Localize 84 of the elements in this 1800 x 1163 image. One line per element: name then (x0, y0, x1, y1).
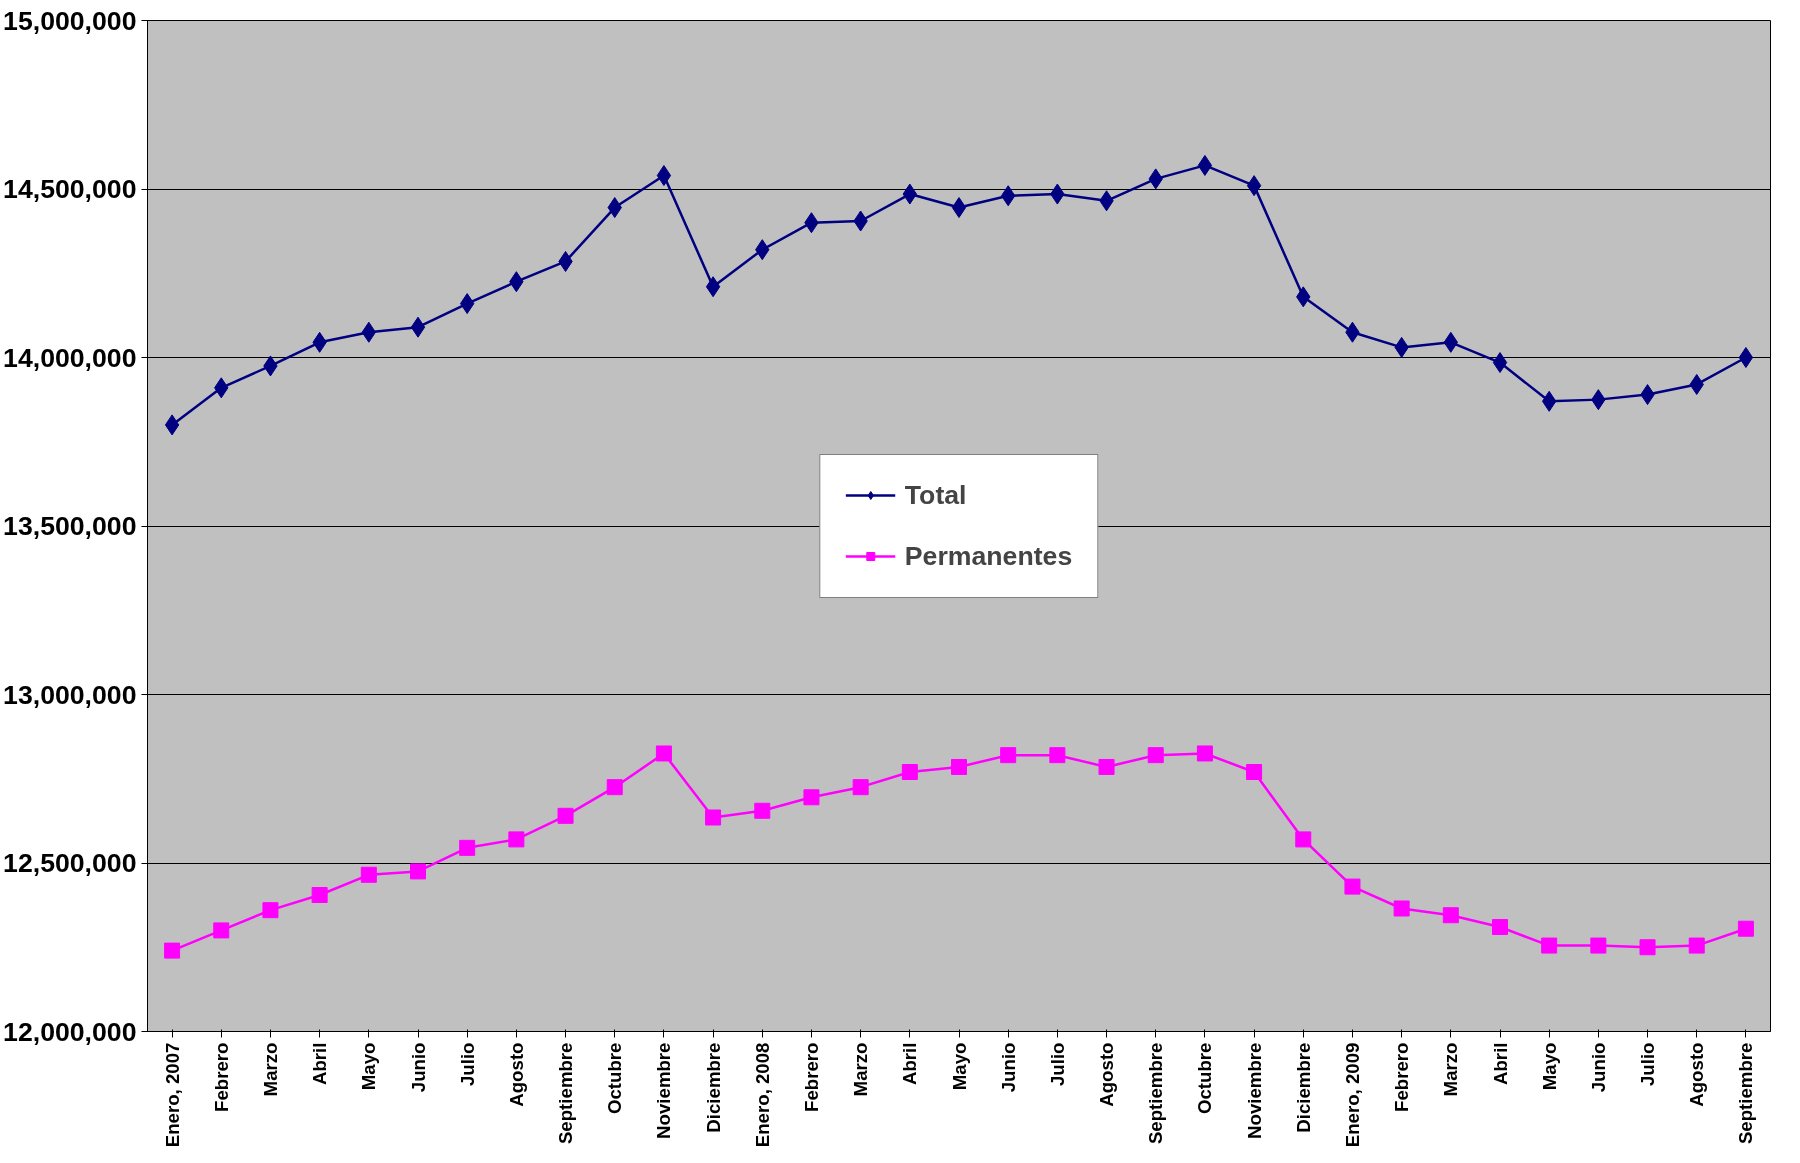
x-tick-label: Octubre (604, 1042, 626, 1115)
point (1737, 920, 1754, 937)
y-tick-label: 14,500,000 (3, 174, 137, 204)
x-tick-label: Diciembre (702, 1042, 724, 1133)
point (1295, 831, 1312, 848)
point (1541, 937, 1558, 954)
x-tick-label: Marzo (850, 1042, 872, 1097)
point (1098, 758, 1115, 775)
point (901, 764, 918, 781)
point (1639, 939, 1656, 956)
x-tick-label: Mayo (358, 1042, 380, 1091)
point (1442, 907, 1459, 924)
point (1590, 937, 1607, 954)
x-tick-label: Noviembre (1243, 1042, 1265, 1139)
point (951, 758, 967, 775)
point (1738, 347, 1754, 368)
point (1246, 175, 1262, 197)
legend-label: Total (904, 479, 967, 511)
x-tick-label: Agosto (505, 1042, 527, 1107)
x-tick-label: Febrero (1391, 1042, 1413, 1112)
point (164, 942, 181, 959)
x-tick-label: Julio (1637, 1042, 1659, 1087)
point (1147, 747, 1164, 764)
point (410, 316, 426, 338)
point (459, 839, 476, 856)
y-tick-label: 13,500,000 (3, 511, 137, 541)
y-tick-label: 12,500,000 (3, 848, 137, 878)
point (360, 866, 377, 883)
x-tick-label: Marzo (1440, 1042, 1462, 1097)
x-tick-label: Enero, 2007 (161, 1042, 183, 1148)
point (1344, 878, 1361, 895)
point (1197, 154, 1213, 176)
x-tick-label: Enero, 2008 (751, 1042, 773, 1148)
legend-label: Permanentes (904, 540, 1073, 572)
point (213, 922, 230, 939)
point (410, 863, 426, 880)
x-tick-label: Abril (899, 1042, 921, 1085)
point (705, 276, 721, 298)
x-tick-label: Septiembre (1145, 1042, 1167, 1145)
point (1196, 745, 1213, 762)
point (311, 887, 328, 904)
x-tick-label: Noviembre (653, 1042, 675, 1139)
point (262, 902, 279, 919)
x-tick-label: Enero, 2009 (1341, 1042, 1363, 1148)
point (754, 802, 771, 819)
point (508, 831, 525, 848)
point (852, 779, 869, 796)
point (705, 809, 722, 826)
point (951, 197, 967, 219)
y-tick-label: 14,000,000 (3, 342, 137, 373)
x-tick-label: Febrero (210, 1042, 232, 1112)
y-tick-label: 15,000,000 (3, 5, 137, 36)
point (656, 165, 672, 187)
point (1000, 747, 1017, 764)
point (557, 807, 574, 824)
y-tick-label: 12,000,000 (3, 1016, 137, 1047)
x-tick-label: Junio (1587, 1042, 1609, 1093)
x-tick-label: Agosto (1096, 1042, 1118, 1107)
point (164, 414, 180, 436)
x-tick-label: Diciembre (1292, 1042, 1314, 1133)
x-tick-label: Julio (1046, 1042, 1068, 1087)
point (606, 779, 623, 796)
x-tick-label: Abril (1489, 1042, 1511, 1085)
x-tick-label: Septiembre (1735, 1042, 1757, 1145)
y-tick-label: 13,000,000 (3, 679, 137, 710)
point (1688, 937, 1705, 954)
point (1049, 747, 1066, 764)
x-tick-label: Junio (407, 1042, 429, 1093)
x-tick-label: Febrero (800, 1042, 822, 1112)
point (1492, 919, 1508, 936)
x-tick-label: Octubre (1194, 1042, 1216, 1115)
x-tick-label: Mayo (948, 1042, 970, 1091)
point (1246, 764, 1263, 781)
point (1393, 900, 1410, 917)
point (1492, 352, 1508, 374)
point (803, 789, 820, 806)
x-tick-label: Junio (997, 1042, 1019, 1093)
x-tick-label: Septiembre (555, 1042, 577, 1145)
x-tick-label: Agosto (1686, 1042, 1708, 1107)
x-tick-label: Mayo (1538, 1042, 1560, 1091)
x-tick-label: Marzo (259, 1042, 281, 1097)
x-tick-label: Abril (309, 1042, 331, 1085)
point (655, 745, 672, 762)
x-tick-label: Julio (456, 1042, 478, 1087)
